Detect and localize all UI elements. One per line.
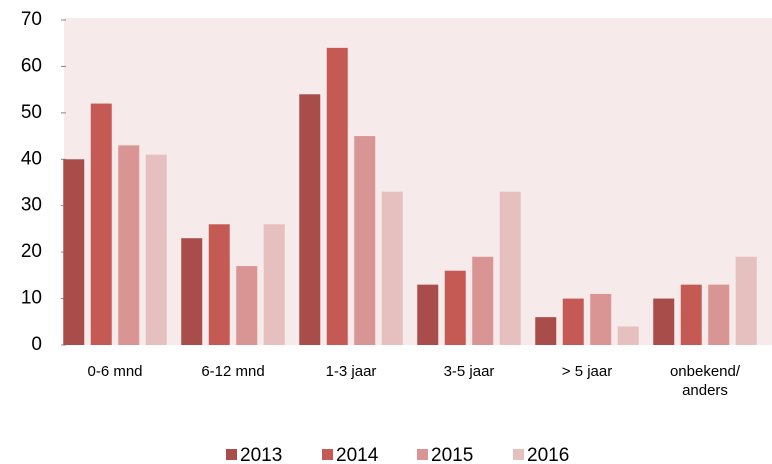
bar xyxy=(617,326,639,345)
x-tick-label: onbekend/ anders xyxy=(669,363,741,399)
x-tick-label: > 5 jaar xyxy=(561,363,613,380)
y-tick-label: 10 xyxy=(21,288,42,309)
x-tick-label: 0-6 mnd xyxy=(87,363,143,380)
y-tick-label: 0 xyxy=(31,334,42,355)
legend-label: 2016 xyxy=(527,445,569,464)
bar xyxy=(590,293,612,345)
bar xyxy=(653,298,675,345)
y-tick-label: 70 xyxy=(21,9,42,30)
bar xyxy=(90,103,112,345)
bar xyxy=(535,317,557,345)
legend-swatch xyxy=(513,449,524,460)
bar xyxy=(118,145,140,345)
bar xyxy=(472,256,494,345)
legend-swatch xyxy=(322,449,333,460)
legend-label: 2014 xyxy=(336,445,379,464)
bar xyxy=(208,224,230,345)
legend-label: 2015 xyxy=(431,445,473,464)
x-tick-label: 3-5 jaar xyxy=(443,363,495,380)
bar xyxy=(236,266,258,345)
y-tick-label: 20 xyxy=(21,241,42,262)
bar xyxy=(680,284,702,345)
y-tick-label: 30 xyxy=(21,195,42,216)
bar xyxy=(145,154,167,345)
bar xyxy=(299,94,321,346)
bar xyxy=(326,47,348,345)
bar xyxy=(381,191,403,345)
y-tick-label: 40 xyxy=(21,148,42,169)
y-tick-label: 50 xyxy=(21,102,42,123)
legend-label: 2013 xyxy=(240,445,282,464)
bar xyxy=(562,298,584,345)
bar xyxy=(499,191,521,345)
x-tick-label: 6-12 mnd xyxy=(201,363,265,380)
bar xyxy=(417,284,439,345)
legend-swatch xyxy=(417,449,428,460)
bar xyxy=(181,238,203,345)
bar xyxy=(63,159,85,345)
bar xyxy=(263,224,285,345)
legend-swatch xyxy=(226,449,237,460)
bar xyxy=(708,284,730,345)
bar xyxy=(444,270,466,345)
bar xyxy=(354,136,376,345)
bar xyxy=(735,256,757,345)
x-tick-label: 1-3 jaar xyxy=(325,363,377,380)
y-tick-label: 60 xyxy=(21,55,42,76)
